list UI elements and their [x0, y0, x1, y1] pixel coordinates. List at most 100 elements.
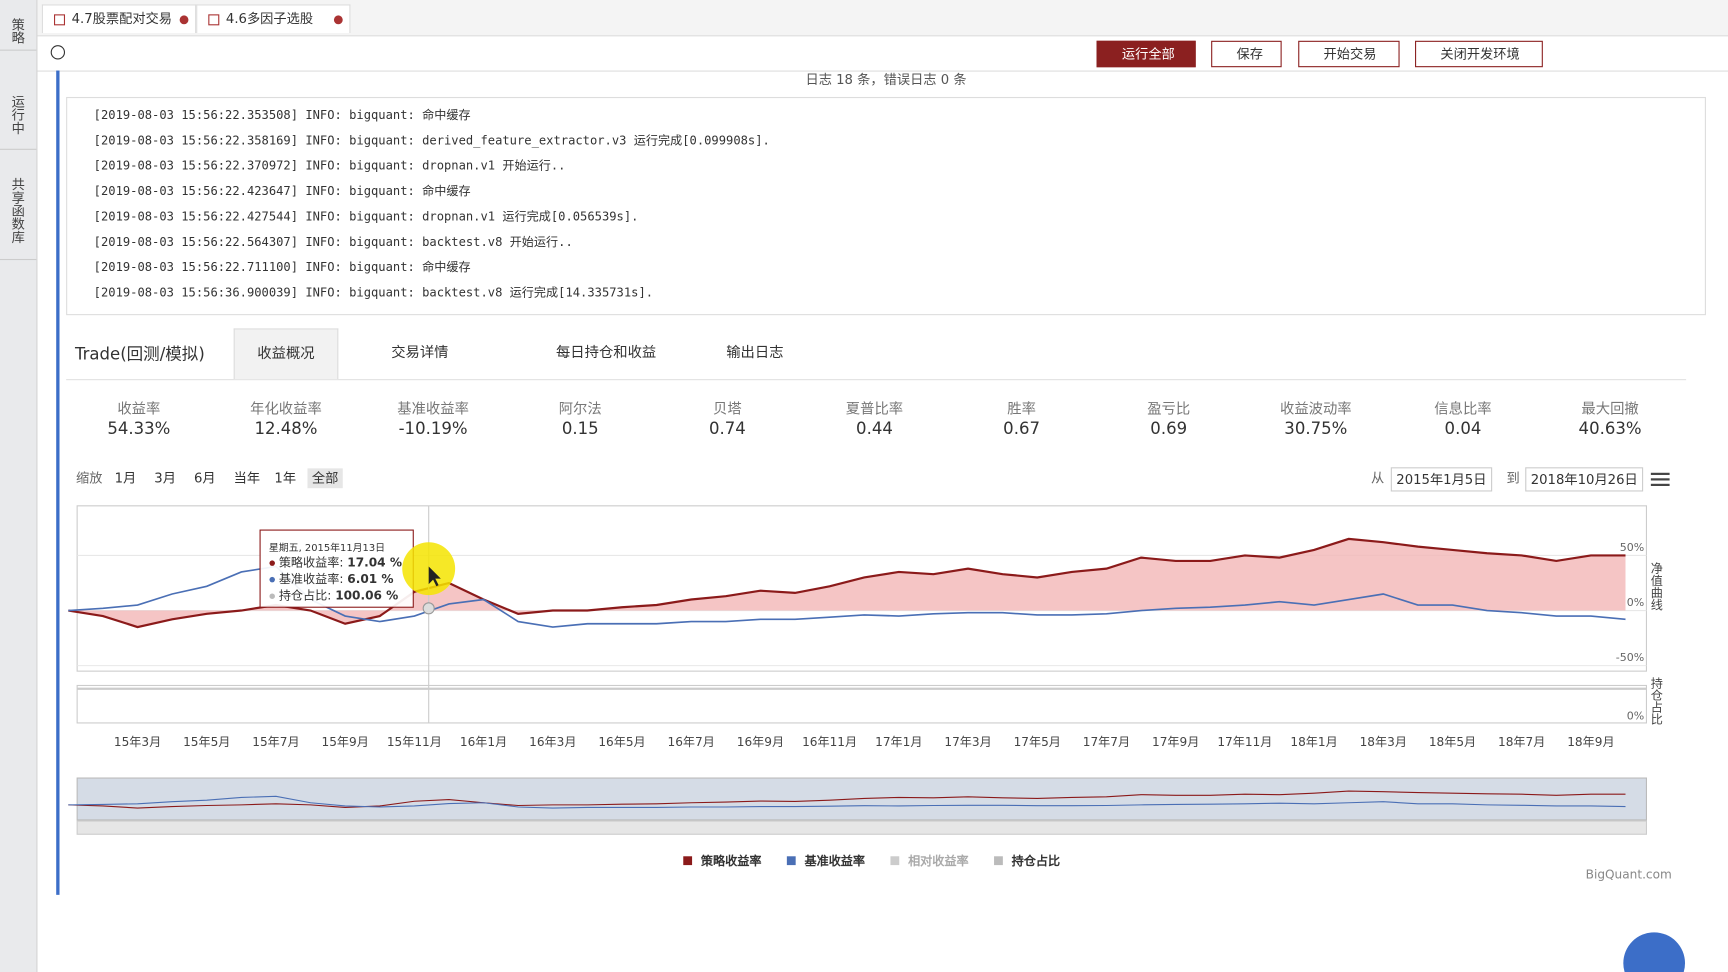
zoom-button[interactable]: 全部	[307, 468, 343, 489]
tooltip-value: 100.06 %	[335, 589, 398, 603]
log-box: [2019-08-03 15:56:22.353508] INFO: bigqu…	[66, 96, 1706, 316]
toolbar-button[interactable]: 开始交易	[1298, 40, 1400, 68]
metric-label: 盈亏比	[1147, 401, 1191, 418]
x-tick-label: 17年11月	[1217, 735, 1272, 749]
divider	[37, 70, 1728, 72]
metric-label: 阿尔法	[558, 401, 602, 418]
log-line: [2019-08-03 15:56:22.427544] INFO: bigqu…	[93, 209, 639, 224]
log-line: [2019-08-03 15:56:22.564307] INFO: bigqu…	[93, 234, 573, 250]
log-line: [2019-08-03 15:56:22.353508] INFO: bigqu…	[93, 107, 471, 123]
zoom-button[interactable]: 1年	[274, 470, 297, 486]
x-tick-label: 17年1月	[875, 735, 922, 749]
tooltip-dot	[269, 560, 275, 566]
log-line: [2019-08-03 15:56:22.370972] INFO: bigqu…	[93, 158, 566, 174]
navigator-line	[68, 790, 1626, 809]
legend-label: 基准收益率	[803, 853, 865, 868]
y-axis-title: 持仓占比	[1649, 675, 1663, 725]
x-tick-label: 16年5月	[598, 735, 645, 749]
tooltip-label: 持仓占比:	[279, 588, 335, 603]
x-tick-label: 15年11月	[387, 735, 442, 749]
zoom-button[interactable]: 6月	[193, 470, 216, 486]
cursor	[428, 566, 441, 587]
metric-label: 信息比率	[1434, 401, 1492, 418]
from-date[interactable]: 2015年1月5日	[1390, 467, 1492, 492]
zoom-button[interactable]: 当年	[233, 470, 261, 486]
result-tab[interactable]: 收益概况	[233, 328, 339, 380]
sidebar-item[interactable]: 运行中	[9, 94, 26, 135]
separator	[0, 49, 37, 51]
metric-label: 收益波动率	[1280, 401, 1352, 418]
tooltip-dot	[269, 576, 275, 583]
tooltip-value: 17.04 %	[347, 555, 402, 569]
position-panel	[76, 684, 1647, 724]
metric-value: 0.44	[856, 418, 893, 439]
tab-bar: 4.7股票配对交易 4.6多因子选股	[37, 0, 1728, 37]
file-tab[interactable]: 4.7股票配对交易	[41, 4, 197, 34]
metric-value: 30.75%	[1284, 418, 1348, 439]
legend-swatch	[890, 856, 900, 866]
metric-value: 40.63%	[1578, 418, 1642, 439]
metric-value: 0.69	[1150, 418, 1188, 439]
log-line: [2019-08-03 15:56:36.900039] INFO: bigqu…	[93, 285, 654, 300]
log-line: [2019-08-03 15:56:22.358169] INFO: bigqu…	[93, 133, 770, 148]
metric-label: 基准收益率	[397, 401, 469, 418]
y-tick-label: 50%	[1620, 541, 1644, 554]
x-tick-label: 18年3月	[1360, 735, 1407, 749]
metric-label: 最大回撤	[1581, 401, 1639, 418]
x-tick-label: 15年3月	[114, 735, 161, 749]
to-date[interactable]: 2018年10月26日	[1525, 467, 1644, 492]
x-tick-label: 16年1月	[460, 735, 507, 749]
tooltip-dot	[269, 593, 275, 599]
legend-swatch	[683, 856, 693, 866]
x-tick-label: 15年5月	[183, 735, 230, 749]
zoom-button[interactable]: 3月	[154, 470, 176, 486]
tooltip-row: 基准收益率: 6.01 %	[279, 571, 394, 586]
y-tick-label: -50%	[1616, 651, 1644, 664]
x-tick-label: 17年7月	[1083, 735, 1130, 749]
separator	[0, 258, 37, 261]
toolbar-button[interactable]: 关闭开发环境	[1415, 40, 1543, 68]
legend-swatch	[786, 856, 796, 866]
log-line: [2019-08-03 15:56:22.423647] INFO: bigqu…	[93, 184, 471, 199]
chart-menu[interactable]	[1650, 472, 1670, 475]
metric-label: 收益率	[117, 401, 161, 418]
tooltip-date: 星期五, 2015年11月13日	[269, 541, 385, 554]
x-tick-label: 18年5月	[1429, 735, 1476, 749]
result-tab[interactable]: 交易详情	[391, 344, 449, 362]
cell-indicator	[56, 70, 60, 895]
x-tick-label: 16年11月	[802, 735, 857, 749]
metric-value: -10.19%	[398, 418, 468, 439]
metric-value: 54.33%	[107, 418, 171, 439]
to-label: 到	[1506, 470, 1520, 486]
metric-value: 0.04	[1444, 418, 1482, 439]
zoom-button[interactable]: 1月	[114, 470, 137, 486]
tooltip	[259, 529, 414, 608]
toolbar-button[interactable]: 保存	[1211, 40, 1282, 68]
sidebar-item[interactable]: 策略	[9, 17, 26, 45]
series-line	[68, 537, 1626, 629]
legend-swatch	[994, 856, 1003, 866]
toolbar-button[interactable]: 运行全部	[1096, 40, 1196, 68]
plot-frame	[76, 505, 1647, 672]
tooltip-value: 6.01 %	[347, 572, 393, 586]
x-tick-label: 16年7月	[668, 735, 715, 749]
sidebar: 策略运行中共享函数库	[0, 0, 38, 972]
metric-label: 年化收益率	[250, 401, 322, 418]
result-tab[interactable]: 输出日志	[726, 344, 784, 362]
scrollbar	[76, 820, 1647, 835]
result-title: Trade(回测/模拟)	[74, 343, 205, 364]
metric-label: 胜率	[1007, 401, 1036, 418]
metric-label: 夏普比率	[845, 401, 904, 418]
result-tab[interactable]: 每日持仓和收益	[555, 344, 657, 362]
log-line: [2019-08-03 15:56:22.711100] INFO: bigqu…	[93, 260, 471, 275]
log-summary[interactable]: 日志 18 条，错误日志 0 条	[805, 71, 967, 88]
y-axis-title: 净值曲线	[1649, 562, 1663, 611]
sidebar-item[interactable]: 共享函数库	[9, 177, 26, 244]
legend-label: 相对收益率	[908, 853, 969, 868]
navigator-line	[68, 795, 1626, 809]
file-tab[interactable]: 4.6多因子选股	[196, 4, 351, 34]
x-tick-label: 16年9月	[737, 735, 784, 749]
metric-label: 贝塔	[713, 401, 742, 418]
